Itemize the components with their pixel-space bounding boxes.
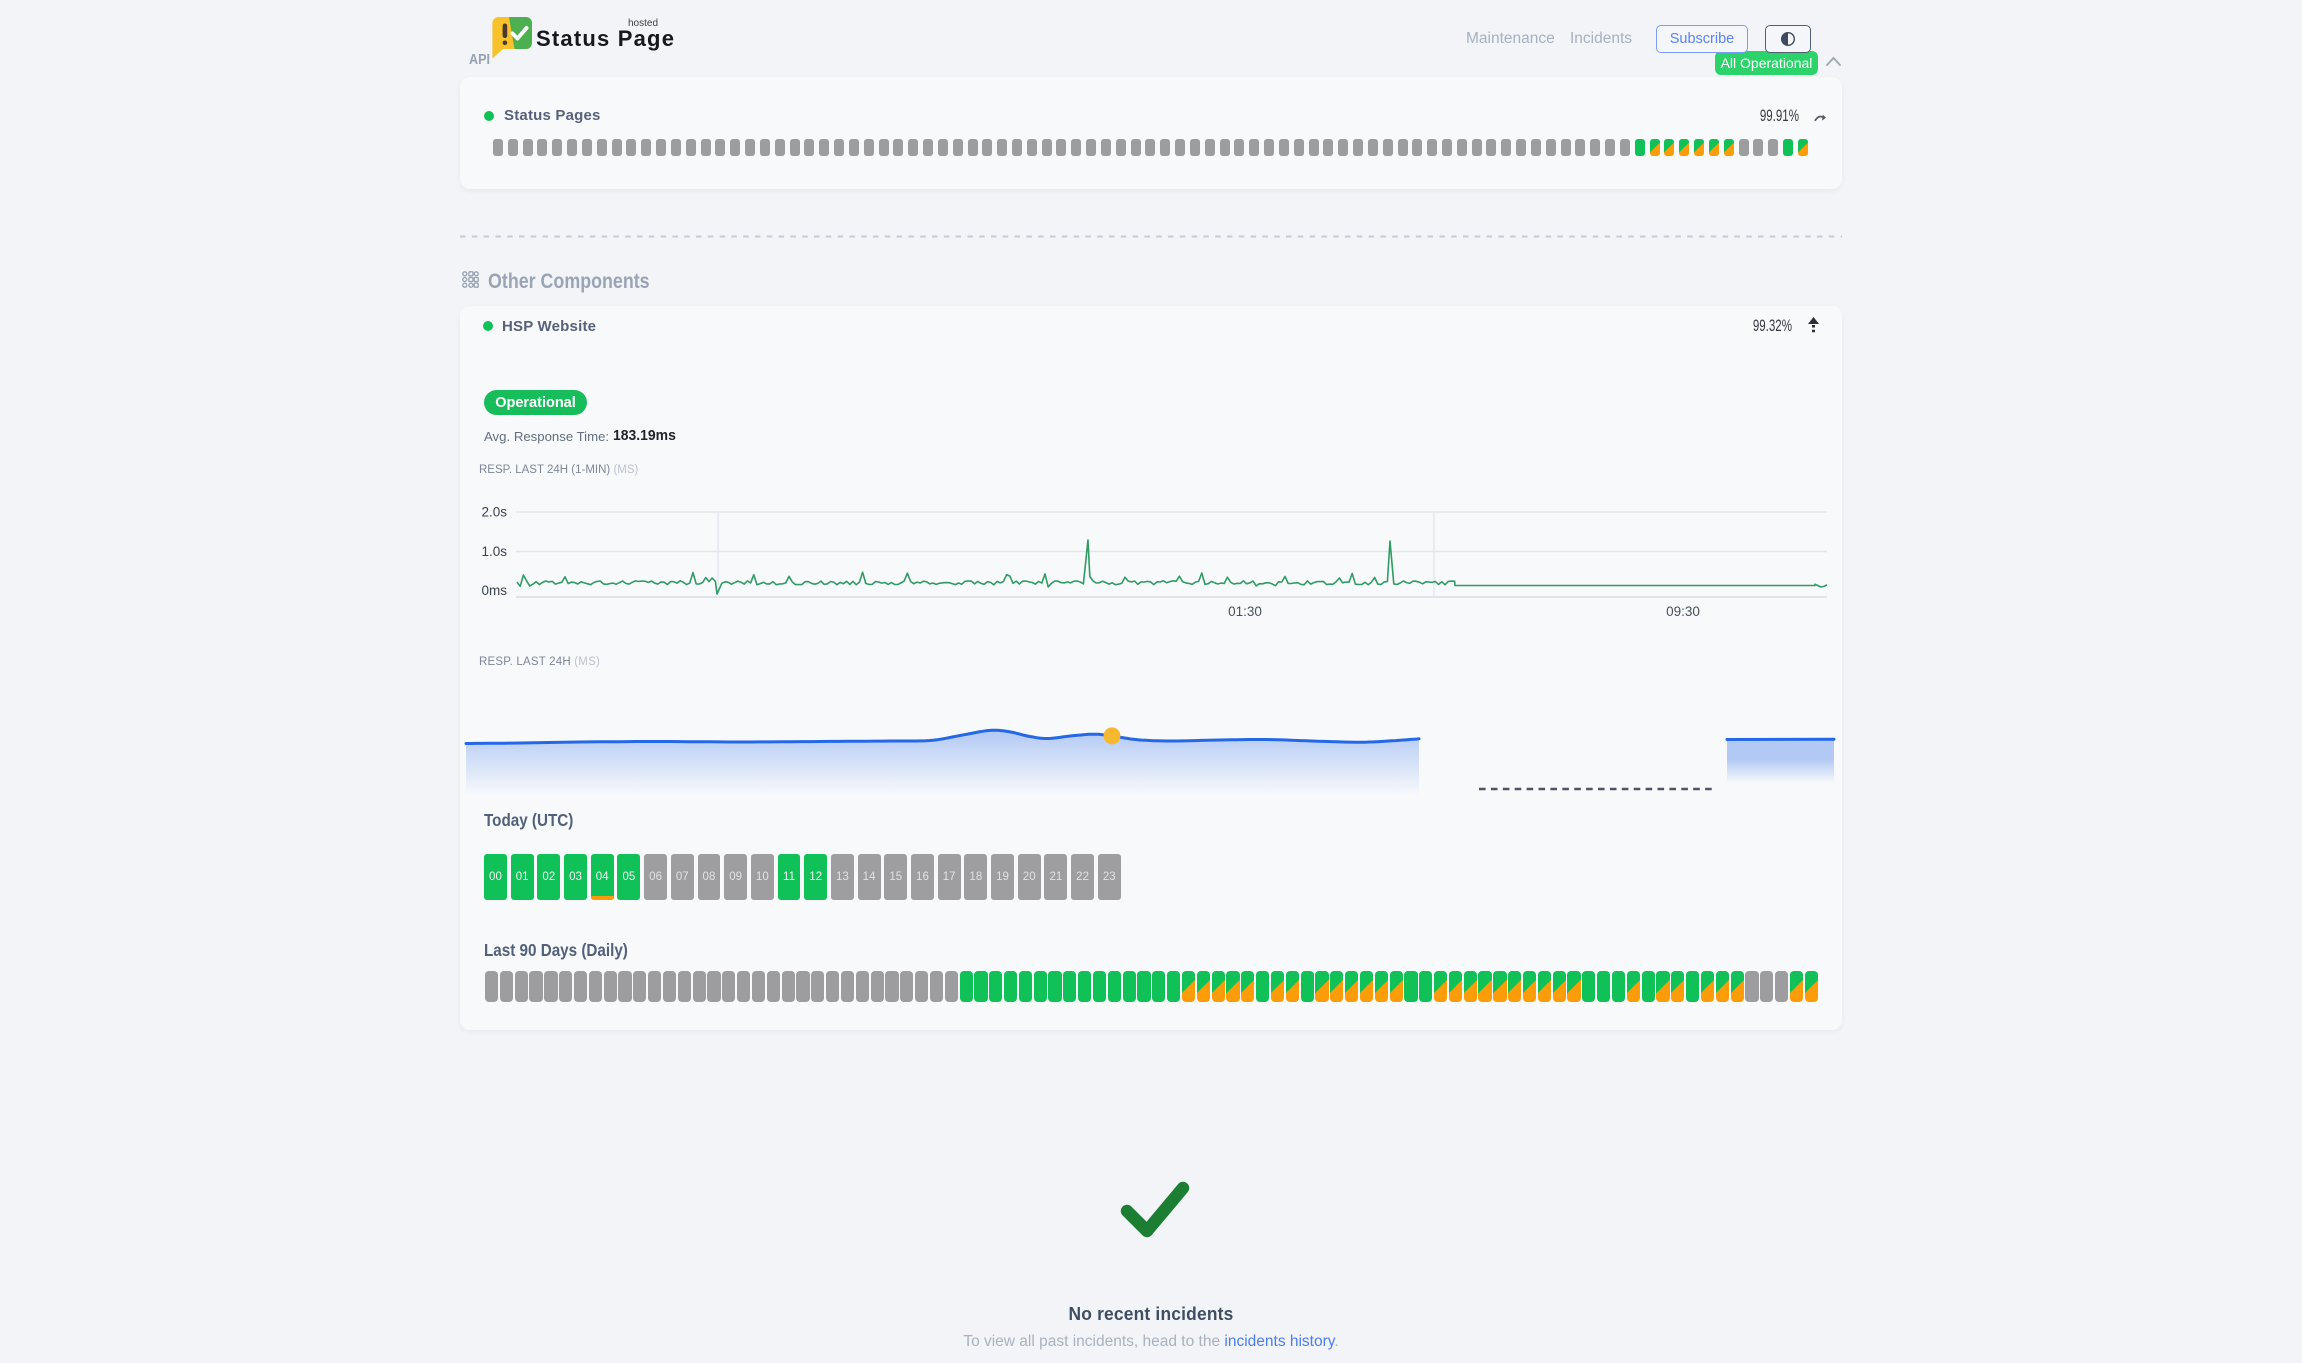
svg-text:1.0s: 1.0s [481, 544, 507, 559]
svg-text:0ms: 0ms [481, 583, 507, 598]
svg-text:09:30: 09:30 [1666, 604, 1700, 619]
svg-text:2.0s: 2.0s [481, 505, 507, 520]
svg-text:01:30: 01:30 [1228, 604, 1262, 619]
